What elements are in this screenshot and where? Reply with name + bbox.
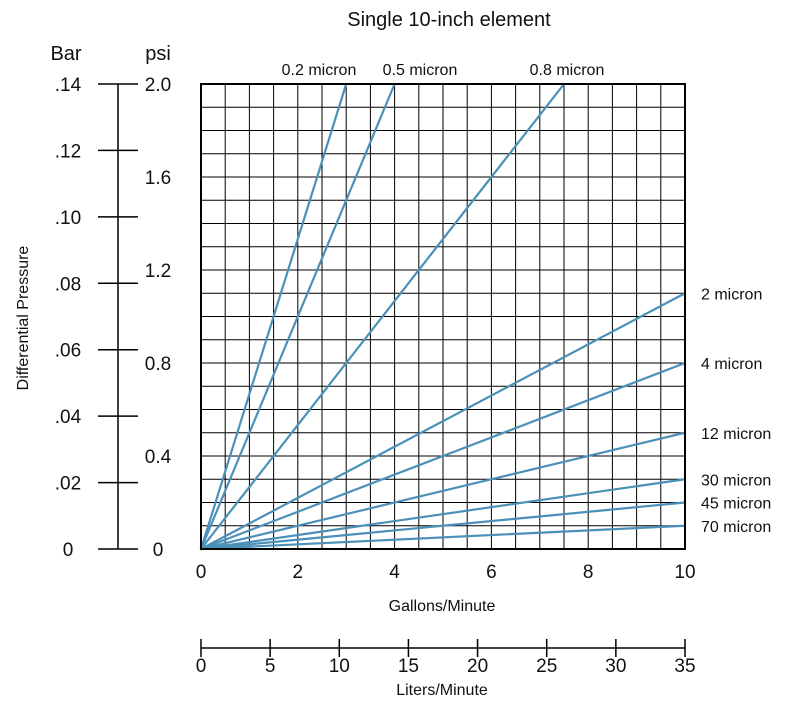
series-line-4-micron <box>199 361 687 551</box>
series-line-0-8-micron <box>199 82 566 551</box>
series-label: 70 micron <box>701 519 771 536</box>
x-tick-label: 4 <box>389 562 400 583</box>
lpm-tick-label: 35 <box>674 656 695 677</box>
x-tick-label: 0 <box>196 562 207 583</box>
plot-border <box>200 83 686 550</box>
bar-tick-label: .04 <box>55 407 82 428</box>
lpm-tick-label: 15 <box>398 656 419 677</box>
x-tick-label: 10 <box>674 562 695 583</box>
series-lines <box>199 82 687 551</box>
bar-tick-label: .08 <box>55 274 81 295</box>
y-tick-label: 0 <box>153 540 164 561</box>
series-label: 2 micron <box>701 286 762 303</box>
series-line-2-micron <box>199 292 687 551</box>
series-label: 30 micron <box>701 472 771 489</box>
x-axis-label: Gallons/Minute <box>389 598 496 615</box>
lpm-tick-label: 5 <box>265 656 276 677</box>
series-line-30-micron <box>199 478 687 551</box>
lpm-tick-label: 20 <box>467 656 488 677</box>
y-primary-unit-label: psi <box>145 43 171 65</box>
x-tick-label: 8 <box>583 562 594 583</box>
bar-tick-label: .14 <box>55 75 82 96</box>
series-label: 12 micron <box>701 426 771 443</box>
bar-tick-label: 0 <box>63 540 74 561</box>
series-label: 4 micron <box>701 356 762 373</box>
series-line-70-micron <box>199 524 687 551</box>
bar-tick-label: .12 <box>55 141 81 162</box>
y-axis-label: Differential Pressure <box>15 246 32 391</box>
axes: 0 0.4 0.8 1.2 1.6 2.0 0 2 4 6 8 10 0 .02 .04 .06 .08 .10.… <box>55 75 696 677</box>
series-label: 0.2 micron <box>282 62 357 79</box>
lpm-tick-label: 10 <box>329 656 350 677</box>
series-line-0-2-micron <box>199 82 348 551</box>
bar-tick-label: .10 <box>55 208 81 229</box>
grid <box>201 84 685 549</box>
series-line-12-micron <box>199 431 687 551</box>
x-tick-label: 2 <box>293 562 304 583</box>
chart-title: Single 10-inch element <box>347 9 551 31</box>
series-labels: 0.2 micron 0.5 micron 0.8 micron 2 micron 4 … <box>282 62 772 536</box>
series-label: 45 micron <box>701 496 771 513</box>
y-tick-label: 1.2 <box>145 261 171 282</box>
series-label: 0.8 micron <box>530 62 605 79</box>
lpm-tick-label: 30 <box>605 656 626 677</box>
series-line-0-5-micron <box>199 82 396 551</box>
bar-tick-label: .02 <box>55 474 81 495</box>
series-line-45-micron <box>199 501 687 551</box>
y-secondary-unit-label: Bar <box>50 43 81 65</box>
lpm-tick-label: 25 <box>536 656 557 677</box>
lpm-tick-label: 0 <box>196 656 207 677</box>
y-tick-label: 2.0 <box>145 75 171 96</box>
x-tick-label: 6 <box>486 562 497 583</box>
plot-frame <box>200 83 686 550</box>
x-secondary-axis-label: Liters/Minute <box>396 682 488 699</box>
y-tick-label: 1.6 <box>145 168 171 189</box>
y-tick-label: 0.4 <box>145 447 172 468</box>
y-tick-label: 0.8 <box>145 354 171 375</box>
series-label: 0.5 micron <box>383 62 458 79</box>
bar-tick-label: .06 <box>55 341 81 362</box>
